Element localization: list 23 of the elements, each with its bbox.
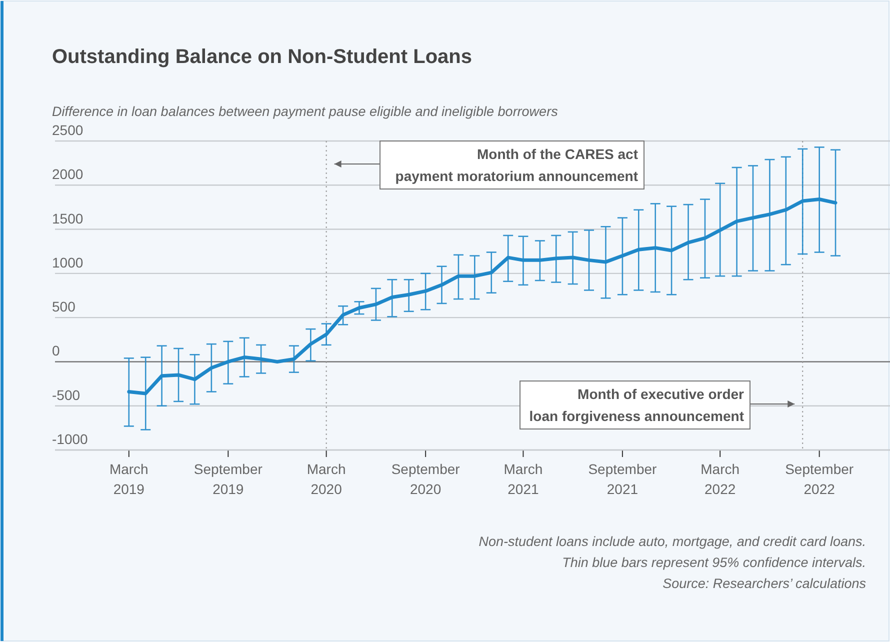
y-tick-label: 1000 [52,254,84,270]
source-note: Source: Researchers’ calculations [662,576,866,591]
ref-line-label: Month of executive order loan forgiveness announcement [529,386,745,424]
x-tick-label: March 2022 [700,461,740,497]
y-tick-label: -1000 [52,431,88,447]
chart-title: Outstanding Balance on Non-Student Loans [52,46,472,68]
x-tick-label: September 2019 [194,461,263,497]
ref-line-label: Month of the CARES act payment moratorium announcement [395,146,638,184]
y-tick-label: -500 [52,386,80,403]
y-tick-label: 1500 [52,210,84,226]
y-tick-label: 2500 [52,122,84,138]
x-tick-label: September 2022 [785,461,854,497]
x-tick-label: March 2020 [306,461,346,497]
y-axis-title: Difference in loan balances between payment pause eligible and ineligible borrowers [52,104,558,119]
y-tick-label: 500 [52,298,76,315]
x-tick-label: March 2021 [504,461,543,497]
x-tick-label: September 2020 [391,461,460,497]
text: Thin blue bars represent 95% confidence intervals. [562,555,866,570]
x-tick-label: March 2019 [109,461,148,497]
x-tick-label: September 2021 [588,461,658,497]
y-tick-label: 0 [52,342,60,359]
text: Non-student loans include auto, mortgage, and credit card loans. [478,534,866,549]
y-tick-label: 2000 [52,166,84,182]
